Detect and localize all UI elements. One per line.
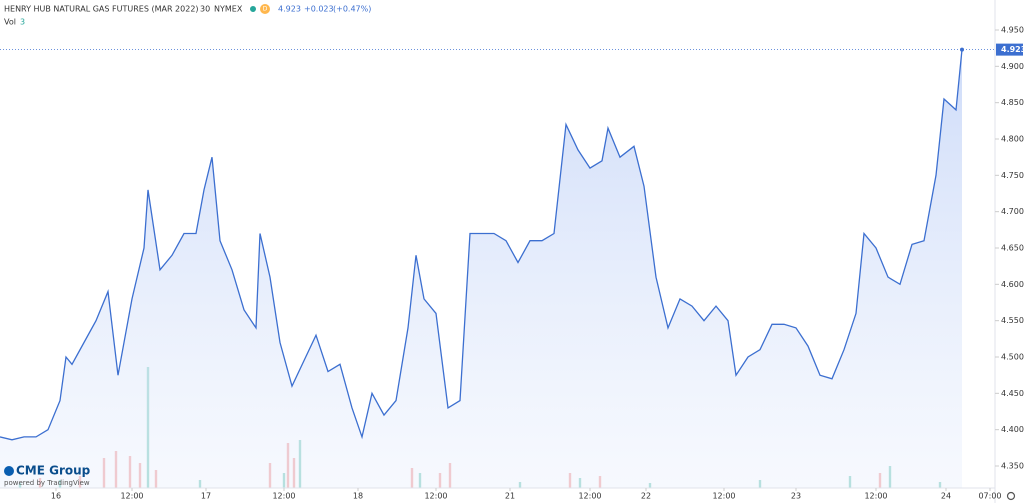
x-tick-label: 23	[791, 492, 801, 501]
y-tick-label: 4.450	[1001, 389, 1024, 398]
powered-by: powered by TradingView	[4, 479, 90, 487]
last-price-box	[996, 43, 1023, 56]
last-point	[960, 47, 964, 52]
last-price-label: 4.923	[1001, 45, 1024, 54]
x-tick-label: 12:00	[578, 492, 601, 501]
y-tick-label: 4.400	[1001, 425, 1024, 434]
x-tick-label: 07:00	[978, 492, 1001, 501]
y-tick-label: 4.500	[1001, 353, 1024, 362]
volume-label: Vol	[4, 18, 16, 27]
x-tick-label: 17	[201, 492, 211, 501]
y-tick-label: 4.600	[1001, 280, 1024, 289]
x-tick-label: 12:00	[864, 492, 887, 501]
x-tick-label: 12:00	[272, 492, 295, 501]
x-tick-label: 24	[941, 492, 951, 501]
y-tick-label: 4.850	[1001, 98, 1024, 107]
settings-icon[interactable]	[1006, 491, 1016, 501]
area-fill	[0, 49, 962, 488]
y-tick-label: 4.650	[1001, 244, 1024, 253]
badge: D	[263, 6, 268, 13]
change: +0.023	[304, 5, 334, 14]
status-dot	[250, 6, 256, 12]
branding: CME Group powered by TradingView	[4, 464, 91, 487]
logo-icon	[4, 466, 14, 476]
y-tick-label: 4.700	[1001, 207, 1024, 216]
title: HENRY HUB NATURAL GAS FUTURES (MAR 2022)	[4, 5, 199, 14]
x-tick-label: 12:00	[424, 492, 447, 501]
last-price: 4.923	[278, 5, 301, 14]
badge-bg	[260, 4, 270, 14]
volume-last: 3	[20, 18, 25, 27]
change-pct: (+0.47%)	[333, 5, 371, 14]
gear[interactable]	[1006, 491, 1016, 501]
x-tick-label: 21	[505, 492, 515, 501]
price-line	[0, 49, 963, 441]
x-tick-label: 22	[641, 492, 651, 501]
x-tick-label: 12:00	[120, 492, 143, 501]
y-tick-label: 4.800	[1001, 135, 1024, 144]
exchange: NYMEX	[214, 5, 243, 14]
header: HENRY HUB NATURAL GAS FUTURES (MAR 2022)…	[4, 4, 371, 27]
x-tick-label: 18	[353, 492, 363, 501]
interval: 30	[200, 5, 210, 14]
x-tick-label: 12:00	[712, 492, 735, 501]
y-tick-label: 4.350	[1001, 462, 1024, 471]
y-tick-label: 4.550	[1001, 316, 1024, 325]
y-tick-label: 4.750	[1001, 171, 1024, 180]
x-tick-label: 16	[51, 492, 61, 501]
y-tick-label: 4.900	[1001, 62, 1024, 71]
logo: CME Group	[16, 464, 91, 478]
y-tick-label: 4.950	[1001, 26, 1024, 35]
